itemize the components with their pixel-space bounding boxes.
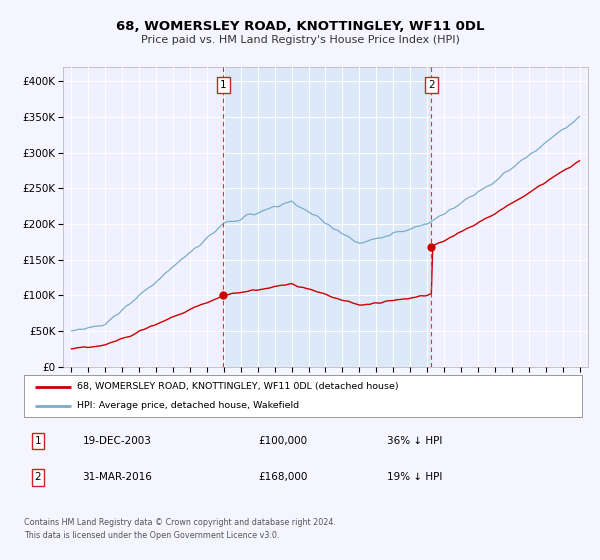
- Text: Price paid vs. HM Land Registry's House Price Index (HPI): Price paid vs. HM Land Registry's House …: [140, 35, 460, 45]
- Text: 31-MAR-2016: 31-MAR-2016: [83, 473, 152, 482]
- Text: 1: 1: [220, 80, 227, 90]
- Text: £100,000: £100,000: [259, 436, 307, 446]
- Text: HPI: Average price, detached house, Wakefield: HPI: Average price, detached house, Wake…: [77, 402, 299, 410]
- Text: £168,000: £168,000: [259, 473, 308, 482]
- Bar: [223, 67, 431, 367]
- Text: 36% ↓ HPI: 36% ↓ HPI: [387, 436, 442, 446]
- Text: 2: 2: [35, 473, 41, 482]
- Text: 2: 2: [428, 80, 434, 90]
- Text: 19-DEC-2003: 19-DEC-2003: [83, 436, 151, 446]
- Text: 68, WOMERSLEY ROAD, KNOTTINGLEY, WF11 0DL (detached house): 68, WOMERSLEY ROAD, KNOTTINGLEY, WF11 0D…: [77, 382, 398, 391]
- Text: Contains HM Land Registry data © Crown copyright and database right 2024.: Contains HM Land Registry data © Crown c…: [24, 518, 336, 527]
- Text: 68, WOMERSLEY ROAD, KNOTTINGLEY, WF11 0DL: 68, WOMERSLEY ROAD, KNOTTINGLEY, WF11 0D…: [116, 20, 484, 32]
- Text: 1: 1: [35, 436, 41, 446]
- Text: 19% ↓ HPI: 19% ↓ HPI: [387, 473, 442, 482]
- Text: This data is licensed under the Open Government Licence v3.0.: This data is licensed under the Open Gov…: [24, 531, 280, 540]
